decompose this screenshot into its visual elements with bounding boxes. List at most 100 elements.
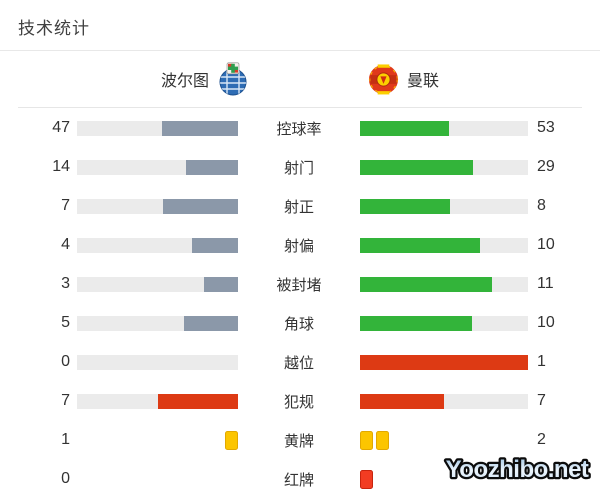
porto-crest-icon <box>219 62 247 96</box>
stat-label: 黄牌 <box>283 432 314 450</box>
stat-label: 角球 <box>283 315 314 333</box>
yellow-card-icon <box>376 430 389 450</box>
stat-row: 7 犯规 7 <box>0 392 600 411</box>
away-team-name: 曼联 <box>407 73 440 90</box>
home-bar-area <box>77 315 238 331</box>
home-bar-track <box>77 237 238 253</box>
home-value: 1 <box>61 431 70 448</box>
home-bar-area <box>77 430 238 450</box>
stats-list: 47 控球率 53 14 射门 29 7 射正 8 4 射偏 10 3 被封堵 11 5 角球 10 0 越位 1 7 犯规… <box>0 108 600 489</box>
away-bar-fill <box>360 159 474 175</box>
home-value: 7 <box>61 392 70 409</box>
home-team-name: 波尔图 <box>160 73 209 90</box>
home-bar-track <box>77 120 238 136</box>
home-value: 4 <box>61 236 70 253</box>
home-bar-area <box>77 393 238 409</box>
home-bar-track <box>77 159 238 175</box>
home-bar-area <box>77 198 238 214</box>
away-bar-area <box>360 159 528 175</box>
home-bar-fill <box>162 198 238 214</box>
away-bar-fill <box>360 315 472 331</box>
stat-label: 射门 <box>283 159 314 177</box>
away-value: 10 <box>537 314 555 331</box>
home-bar-area <box>77 159 238 175</box>
away-value: 7 <box>537 392 546 409</box>
away-value: 1 <box>537 353 546 370</box>
home-bar-track <box>77 276 238 292</box>
home-bar-track <box>77 315 238 331</box>
away-bar-fill <box>360 276 492 292</box>
away-bar-fill <box>360 237 480 253</box>
away-bar-track <box>360 315 528 331</box>
away-bar-fill <box>360 354 528 370</box>
away-bar-area <box>360 120 528 136</box>
stat-label: 射偏 <box>283 237 314 255</box>
away-bar-area <box>360 276 528 292</box>
home-bar-track <box>77 354 238 370</box>
header-divider <box>18 107 582 108</box>
man-united-crest-icon <box>368 63 399 94</box>
home-bar-area <box>77 354 238 370</box>
page-title: 技术统计 <box>18 19 90 38</box>
home-team: 波尔图 <box>161 62 250 96</box>
away-bar-track <box>360 276 528 292</box>
home-value: 5 <box>61 314 70 331</box>
title-divider <box>0 50 600 51</box>
away-value: 11 <box>537 275 554 292</box>
yellow-card-icon <box>225 430 238 450</box>
home-value: 7 <box>61 197 70 214</box>
away-value: 29 <box>537 158 555 175</box>
stat-row: 47 控球率 53 <box>0 119 600 138</box>
away-value: 8 <box>537 197 546 214</box>
away-bar-area <box>360 198 528 214</box>
watermark-text: Yoozhibo.net <box>446 456 589 483</box>
away-bar-track <box>360 159 528 175</box>
home-bar-fill <box>157 393 238 409</box>
teams-header: 波尔图 曼联 <box>0 51 600 107</box>
home-bar-fill <box>203 276 238 292</box>
home-bar-track <box>77 198 238 214</box>
stat-row: 1 黄牌 2 <box>0 430 600 450</box>
stat-row: 7 射正 8 <box>0 197 600 216</box>
home-value: 0 <box>61 470 70 487</box>
home-value: 0 <box>61 353 70 370</box>
home-bar-track <box>77 393 238 409</box>
stat-row: 5 角球 10 <box>0 314 600 333</box>
home-bar-fill <box>185 159 238 175</box>
away-bar-area <box>360 430 528 450</box>
stat-label: 射正 <box>283 198 314 216</box>
home-bar-area <box>77 237 238 253</box>
away-bar-area <box>360 315 528 331</box>
away-bar-area <box>360 237 528 253</box>
stat-row: 3 被封堵 11 <box>0 275 600 294</box>
away-value: 2 <box>537 431 546 448</box>
away-bar-track <box>360 354 528 370</box>
red-card-icon <box>360 469 373 489</box>
away-bar-area <box>360 469 528 489</box>
stat-label: 越位 <box>283 354 314 372</box>
away-bar-track <box>360 393 528 409</box>
home-bar-area <box>77 120 238 136</box>
home-value: 14 <box>52 158 70 175</box>
stat-label: 红牌 <box>283 471 314 489</box>
home-value: 3 <box>61 275 70 292</box>
away-bar-area <box>360 354 528 370</box>
watermark: Yoozhibo.net <box>436 450 598 492</box>
stat-label: 犯规 <box>283 393 314 411</box>
away-bar-track <box>360 237 528 253</box>
home-value: 47 <box>52 119 70 136</box>
home-bar-area <box>77 276 238 292</box>
away-team: 曼联 <box>367 63 439 96</box>
home-bar-area <box>77 471 238 487</box>
away-bar-area <box>360 393 528 409</box>
home-bar-fill <box>162 120 238 136</box>
stat-label: 被封堵 <box>276 276 322 294</box>
stat-row: 0 越位 1 <box>0 353 600 372</box>
away-bar-fill <box>360 120 450 136</box>
yellow-card-icon <box>360 430 373 450</box>
home-bar-fill <box>192 237 238 253</box>
home-bar-fill <box>184 315 238 331</box>
stat-label: 控球率 <box>276 120 322 138</box>
stat-row: 0 红牌 <box>0 469 600 489</box>
away-value: 53 <box>537 119 555 136</box>
